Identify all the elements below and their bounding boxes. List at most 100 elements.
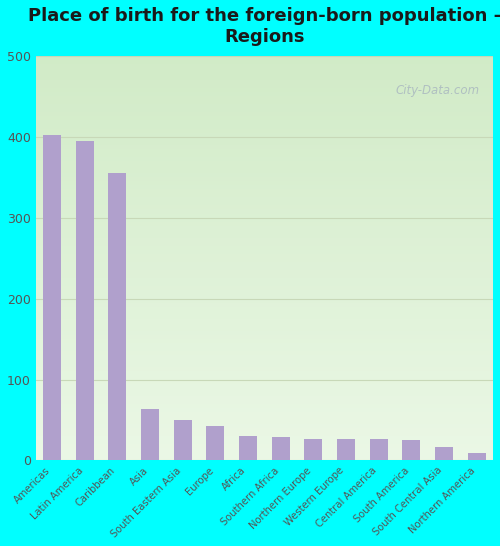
Bar [36,456,493,460]
Bar [174,420,192,460]
Bar [36,100,493,104]
Bar [36,347,493,351]
Bar [370,440,388,460]
Bar [36,323,493,327]
Bar [36,80,493,84]
Bar [36,371,493,376]
Bar [36,250,493,254]
Bar [36,359,493,363]
Bar [36,92,493,96]
Bar [402,440,420,460]
Bar [36,383,493,388]
Bar [468,453,485,460]
Bar [36,56,493,60]
Bar [36,185,493,189]
Bar [36,128,493,133]
Bar [36,294,493,299]
Bar [36,177,493,181]
Bar [36,270,493,274]
Bar [36,339,493,343]
Bar [36,205,493,210]
Bar [36,193,493,197]
Bar [36,60,493,64]
Bar [36,396,493,400]
Bar [43,135,61,460]
Bar [36,121,493,124]
Bar [36,173,493,177]
Bar [36,64,493,68]
Text: City-Data.com: City-Data.com [395,84,479,97]
Bar [36,197,493,201]
Bar [36,314,493,319]
Bar [36,68,493,72]
Bar [36,400,493,404]
Bar [36,274,493,278]
Bar [36,124,493,128]
Bar [36,246,493,250]
Bar [435,447,453,460]
Bar [36,311,493,314]
Bar [36,217,493,222]
Bar [36,266,493,270]
Bar [36,112,493,116]
Bar [36,299,493,302]
Bar [36,88,493,92]
Bar [36,72,493,76]
Bar [36,444,493,448]
Bar [36,440,493,444]
Bar [36,367,493,371]
Title: Place of birth for the foreign-born population -
Regions: Place of birth for the foreign-born popu… [28,7,500,46]
Bar [36,210,493,213]
Bar [36,230,493,234]
Bar [36,412,493,416]
Bar [36,307,493,311]
Bar [36,213,493,217]
Bar [36,408,493,412]
Bar [36,225,493,230]
Bar [36,363,493,367]
Bar [36,302,493,307]
Bar [36,116,493,121]
Bar [337,440,355,460]
Bar [36,84,493,88]
Bar [108,173,126,460]
Bar [36,141,493,145]
Bar [36,254,493,258]
Bar [272,437,289,460]
Bar [206,426,224,460]
Bar [36,161,493,165]
Bar [76,141,94,460]
Bar [36,404,493,408]
Bar [239,436,257,460]
Bar [36,104,493,108]
Bar [36,424,493,428]
Bar [36,436,493,440]
Bar [36,136,493,141]
Bar [36,262,493,266]
Bar [36,258,493,262]
Bar [36,165,493,169]
Bar [36,145,493,149]
Bar [36,376,493,379]
Bar [36,234,493,238]
Bar [36,319,493,323]
Bar [141,410,159,460]
Bar [36,133,493,136]
Bar [36,238,493,242]
Bar [36,351,493,355]
Bar [304,438,322,460]
Bar [36,453,493,456]
Bar [36,416,493,420]
Bar [36,96,493,100]
Bar [36,391,493,396]
Bar [36,379,493,383]
Bar [36,282,493,287]
Bar [36,287,493,290]
Bar [36,290,493,294]
Bar [36,432,493,436]
Bar [36,222,493,225]
Bar [36,181,493,185]
Bar [36,335,493,339]
Bar [36,108,493,112]
Bar [36,242,493,246]
